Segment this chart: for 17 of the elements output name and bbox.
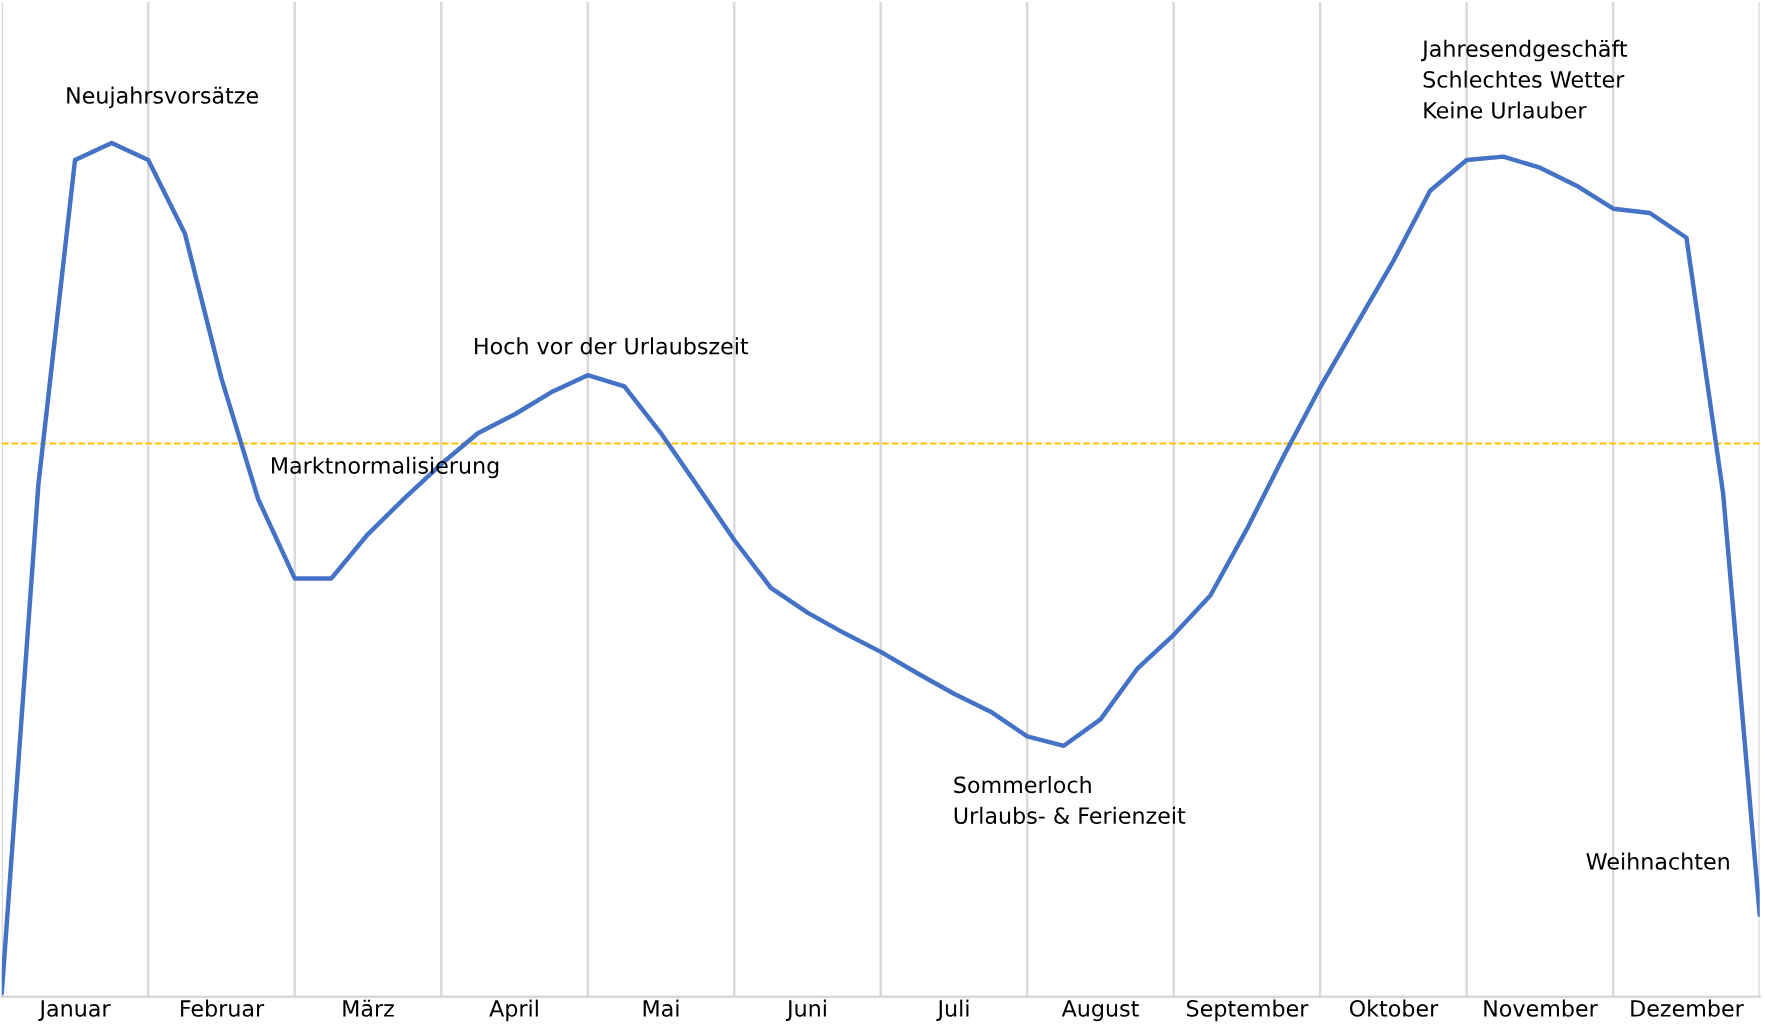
- x-tick-label: August: [1061, 1000, 1139, 1022]
- x-tick-label: Juli: [936, 999, 969, 1021]
- x-tick-label: September: [1187, 999, 1309, 1022]
- text: Jahresendgeschäft Schlechtes Wetter Keine Urlauber: [1421, 39, 1628, 119]
- x-tick-label: Januar: [38, 1000, 111, 1021]
- x-tick-label: April: [489, 999, 538, 1022]
- x-tick-label: November: [1484, 999, 1598, 1017]
- text: Neujahrsvorsätze: [67, 86, 258, 109]
- x-tick-label: Februar: [181, 999, 265, 1017]
- annotation: Weihnachten: [1586, 852, 1729, 870]
- annotation: Sommerloch Urlaubs- & Ferienzeit: [954, 776, 1186, 824]
- x-tick-label: Juni: [785, 999, 826, 1021]
- x-tick-label: März: [343, 999, 394, 1017]
- x-tick-label: Oktober: [1349, 999, 1439, 1017]
- x-tick-label: Dezember: [1631, 999, 1744, 1017]
- annotation: Hoch vor der Urlaubszeit: [475, 337, 749, 355]
- x-tick-label: Mai: [643, 999, 679, 1017]
